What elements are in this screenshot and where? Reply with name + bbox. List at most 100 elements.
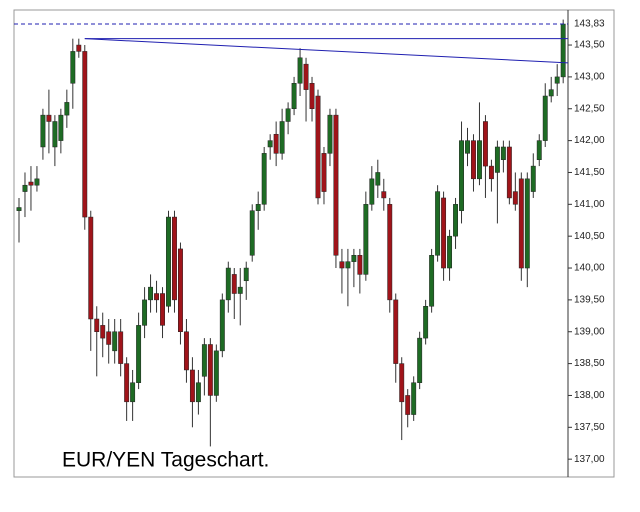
candle-body	[136, 325, 142, 383]
candle-body	[387, 204, 393, 301]
candle-body	[291, 83, 297, 110]
candle-body	[560, 23, 566, 78]
candle-body	[118, 331, 124, 364]
candle-body	[100, 325, 106, 339]
candle-body	[512, 191, 518, 205]
candle-body	[536, 140, 542, 160]
chart-title: EUR/YEN Tageschart.	[62, 449, 269, 472]
candle-body	[160, 293, 165, 326]
candle-body	[429, 255, 435, 307]
candle-body	[64, 102, 70, 116]
candle-body	[219, 299, 225, 352]
y-tick-label: 139,50	[574, 295, 605, 306]
candle-body	[58, 114, 64, 141]
candle-body	[297, 57, 303, 84]
candle-body	[207, 344, 213, 396]
y-tick-label: 138,50	[574, 358, 605, 369]
candle-body	[417, 337, 423, 383]
candle-body	[237, 286, 243, 294]
candle-body	[447, 235, 453, 269]
candle-body	[28, 181, 34, 186]
candle-body	[530, 165, 536, 192]
candle-body	[40, 114, 46, 148]
candle-body	[548, 89, 554, 97]
candle-body	[345, 261, 351, 269]
candle-body	[477, 140, 482, 180]
y-tick-label: 137,50	[574, 422, 605, 433]
candle-body	[351, 255, 357, 262]
candle-body	[249, 210, 255, 256]
candle-body	[333, 114, 339, 256]
candle-body	[369, 178, 375, 205]
candle-body	[76, 44, 82, 52]
candle-body	[273, 133, 279, 154]
candle-body	[106, 331, 112, 345]
plot-frame	[13, 9, 615, 478]
candle-body	[231, 274, 237, 294]
trend-line	[84, 38, 569, 64]
y-tick-label: 141,00	[574, 199, 605, 210]
candle-body	[423, 306, 429, 339]
candle-body	[178, 248, 183, 332]
candle-body	[500, 146, 506, 160]
candle-body	[201, 344, 207, 377]
candle-body	[494, 146, 500, 173]
y-tick-label: 137,00	[574, 454, 605, 465]
candle-body	[482, 121, 488, 167]
candle-body	[189, 369, 195, 403]
candle-body	[554, 76, 560, 84]
candle-body	[309, 83, 315, 110]
candle-body	[339, 261, 345, 269]
candle-body	[213, 350, 219, 396]
candle-body	[22, 184, 28, 192]
candle-body	[46, 114, 52, 122]
candle-body	[411, 382, 417, 415]
candle-body	[441, 197, 447, 269]
candle-body	[327, 114, 333, 154]
candle-body	[195, 382, 201, 403]
candle-body	[488, 165, 494, 180]
candle-body	[471, 140, 476, 180]
candle-body	[34, 178, 40, 186]
candle-body	[166, 216, 171, 307]
candle-body	[542, 95, 548, 141]
candle-body	[94, 318, 100, 332]
candle-body	[279, 121, 285, 154]
candle-body	[267, 140, 273, 148]
candle-body	[459, 140, 464, 211]
candle-body	[88, 216, 94, 320]
candle-body	[225, 267, 231, 301]
candle-body	[506, 146, 512, 199]
candle-body	[16, 207, 22, 211]
candle-body	[465, 140, 470, 154]
candle-body	[399, 363, 405, 403]
candle-body	[381, 191, 387, 199]
level-label: 143,83	[574, 19, 605, 30]
candle-body	[124, 363, 130, 403]
candle-body	[154, 293, 159, 301]
candle-body	[518, 178, 524, 269]
candle-body	[142, 299, 148, 326]
candle-body	[52, 121, 58, 148]
candle-body	[393, 299, 399, 364]
y-tick-label: 143,00	[574, 72, 605, 83]
y-tick-label: 142,50	[574, 103, 605, 114]
candle-body	[321, 153, 327, 192]
y-tick-label: 141,50	[574, 167, 605, 178]
y-tick-label: 142,00	[574, 135, 605, 146]
candle-body	[183, 331, 189, 371]
candle-body	[70, 51, 76, 84]
candle-body	[261, 153, 267, 205]
candle-body	[130, 382, 136, 403]
candle-body	[405, 395, 411, 415]
candle-body	[148, 286, 154, 301]
y-tick-label: 139,00	[574, 326, 605, 337]
candle-body	[82, 51, 88, 218]
y-tick-label: 138,00	[574, 390, 605, 401]
candle-body	[357, 255, 363, 275]
candle-body	[363, 204, 369, 275]
candle-body	[375, 172, 381, 186]
candle-body	[453, 204, 458, 237]
candle-body	[435, 191, 441, 256]
